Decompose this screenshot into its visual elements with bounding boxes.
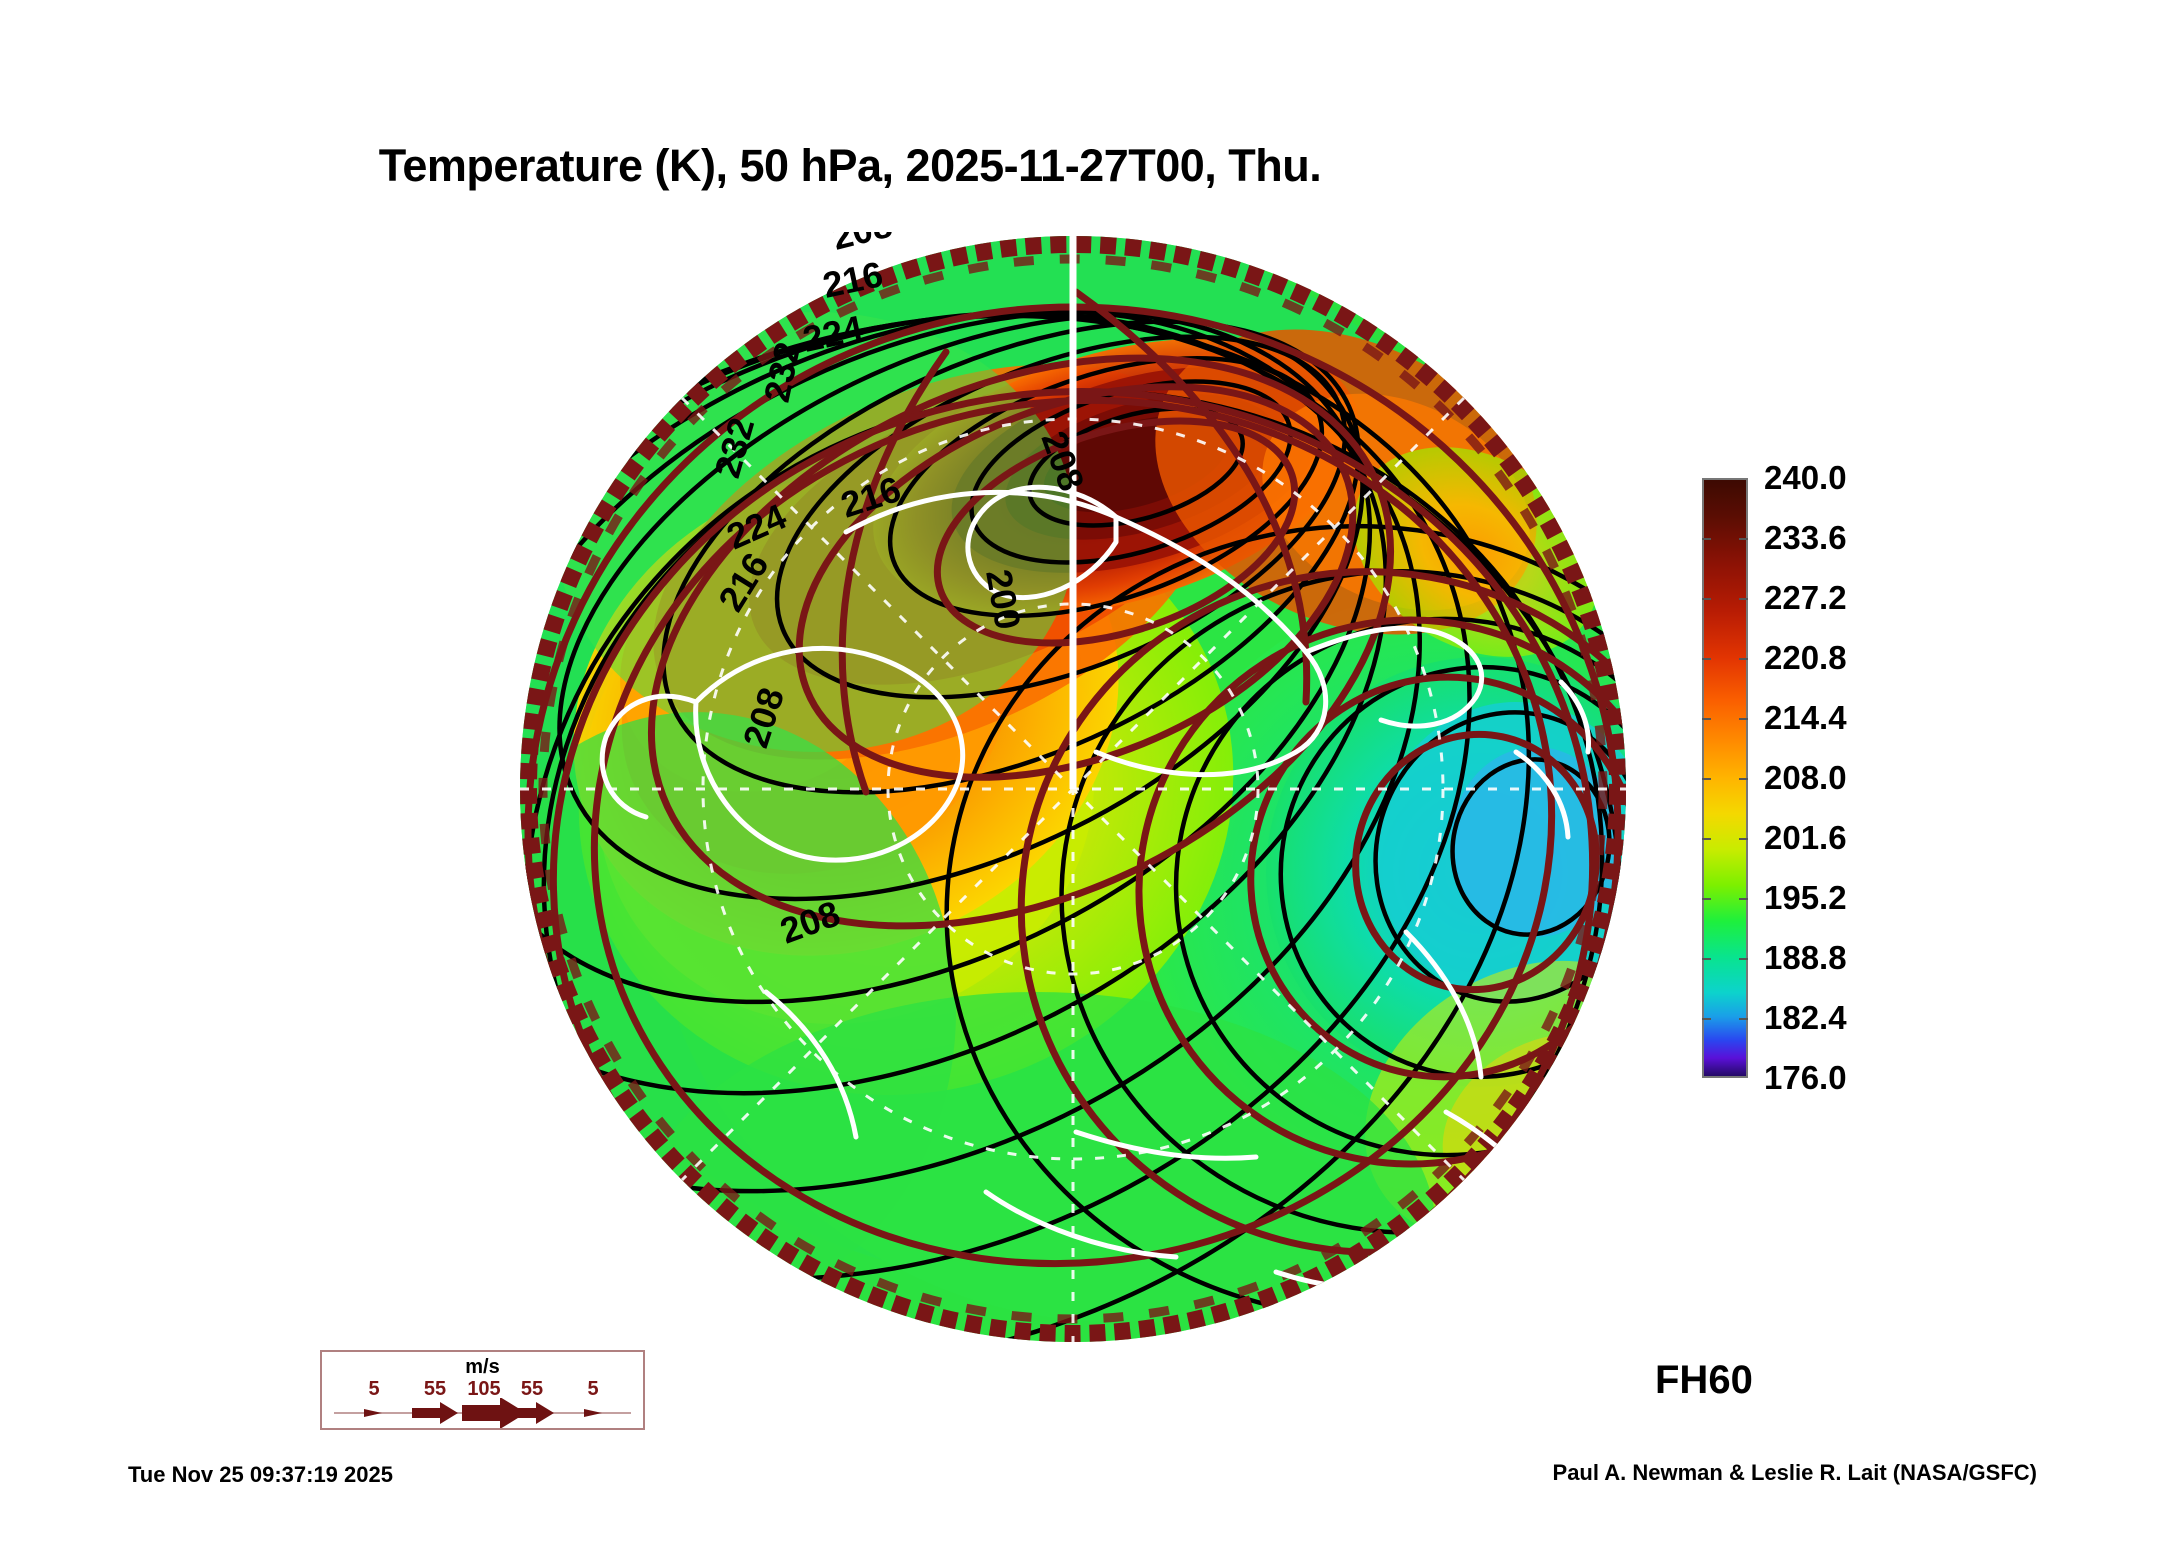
colorbar-tick-mark [1739,658,1748,660]
colorbar-tick-label: 233.6 [1764,519,1847,556]
colorbar-labels: 240.0 233.6 227.2 220.8 214.4 208.0 201.6 195.2… [1764,459,2014,1096]
wind-legend-value: 55 [423,1378,447,1400]
colorbar-tick-label: 227.2 [1764,579,1847,616]
colorbar-tick-label: 240.0 [1764,459,1847,496]
colorbar-tick-mark [1739,958,1748,960]
colorbar-tick-label: 188.8 [1764,939,1847,976]
generation-timestamp: Tue Nov 25 09:37:19 2025 [128,1462,393,1487]
colorbar-tick-mark [1702,538,1711,540]
colorbar-tick-mark [1739,778,1748,780]
colorbar-tick-mark [1739,538,1748,540]
colorbar-tick-mark [1702,598,1711,600]
wind-legend-value: 5 [368,1378,380,1400]
colorbar-tick-mark [1702,898,1711,900]
author-credit: Paul A. Newman & Leslie R. Lait (NASA/GS… [1552,1460,2037,1485]
colorbar-tick-mark [1702,658,1711,660]
colorbar-tick-mark [1702,838,1711,840]
colorbar-tick-label: 195.2 [1764,879,1847,916]
wind-legend-value: 105 [467,1378,501,1400]
colorbar-tick-mark [1739,718,1748,720]
svg-text:208: 208 [828,232,896,258]
colorbar-tick-label: 214.4 [1764,699,1847,736]
colorbar-tick-mark [1739,598,1748,600]
globe-plot[interactable]: 208 216 224 232 232 224 216 216 208 208 … [516,232,1630,1346]
colorbar-tick-mark [1702,1018,1711,1020]
colorbar-tick-label: 201.6 [1764,819,1847,856]
colorbar-tick-mark [1739,1018,1748,1020]
wind-arrow-scale [334,1398,631,1428]
colorbar-tick-label: 176.0 [1764,1059,1847,1096]
colorbar-tick-label: 208.0 [1764,759,1847,796]
colorbar-tick-label: 220.8 [1764,639,1847,676]
wind-legend-units: m/s [465,1356,500,1378]
colorbar-ticks [1702,478,1748,1078]
wind-speed-legend: m/s 5 55 105 55 5 [320,1350,645,1430]
colorbar-tick-label: 182.4 [1764,999,1847,1036]
colorbar-tick-mark [1739,898,1748,900]
page-title: Temperature (K), 50 hPa, 2025-11-27T00, … [378,140,1322,191]
wind-legend-value: 5 [587,1378,599,1400]
colorbar[interactable]: 240.0 233.6 227.2 220.8 214.4 208.0 201.6 195.2… [1702,459,2122,1096]
colorbar-tick-mark [1702,958,1711,960]
wind-streamlines [524,288,1626,1342]
temperature-field [520,236,1626,1342]
colorbar-tick-mark [1739,838,1748,840]
wind-legend-value: 55 [520,1378,544,1400]
colorbar-tick-mark [1702,778,1711,780]
colorbar-tick-mark [1702,718,1711,720]
polar-map[interactable]: 208 216 224 232 232 224 216 216 208 208 … [516,232,1630,1346]
forecast-hour-label: FH60 [1655,1358,1753,1402]
